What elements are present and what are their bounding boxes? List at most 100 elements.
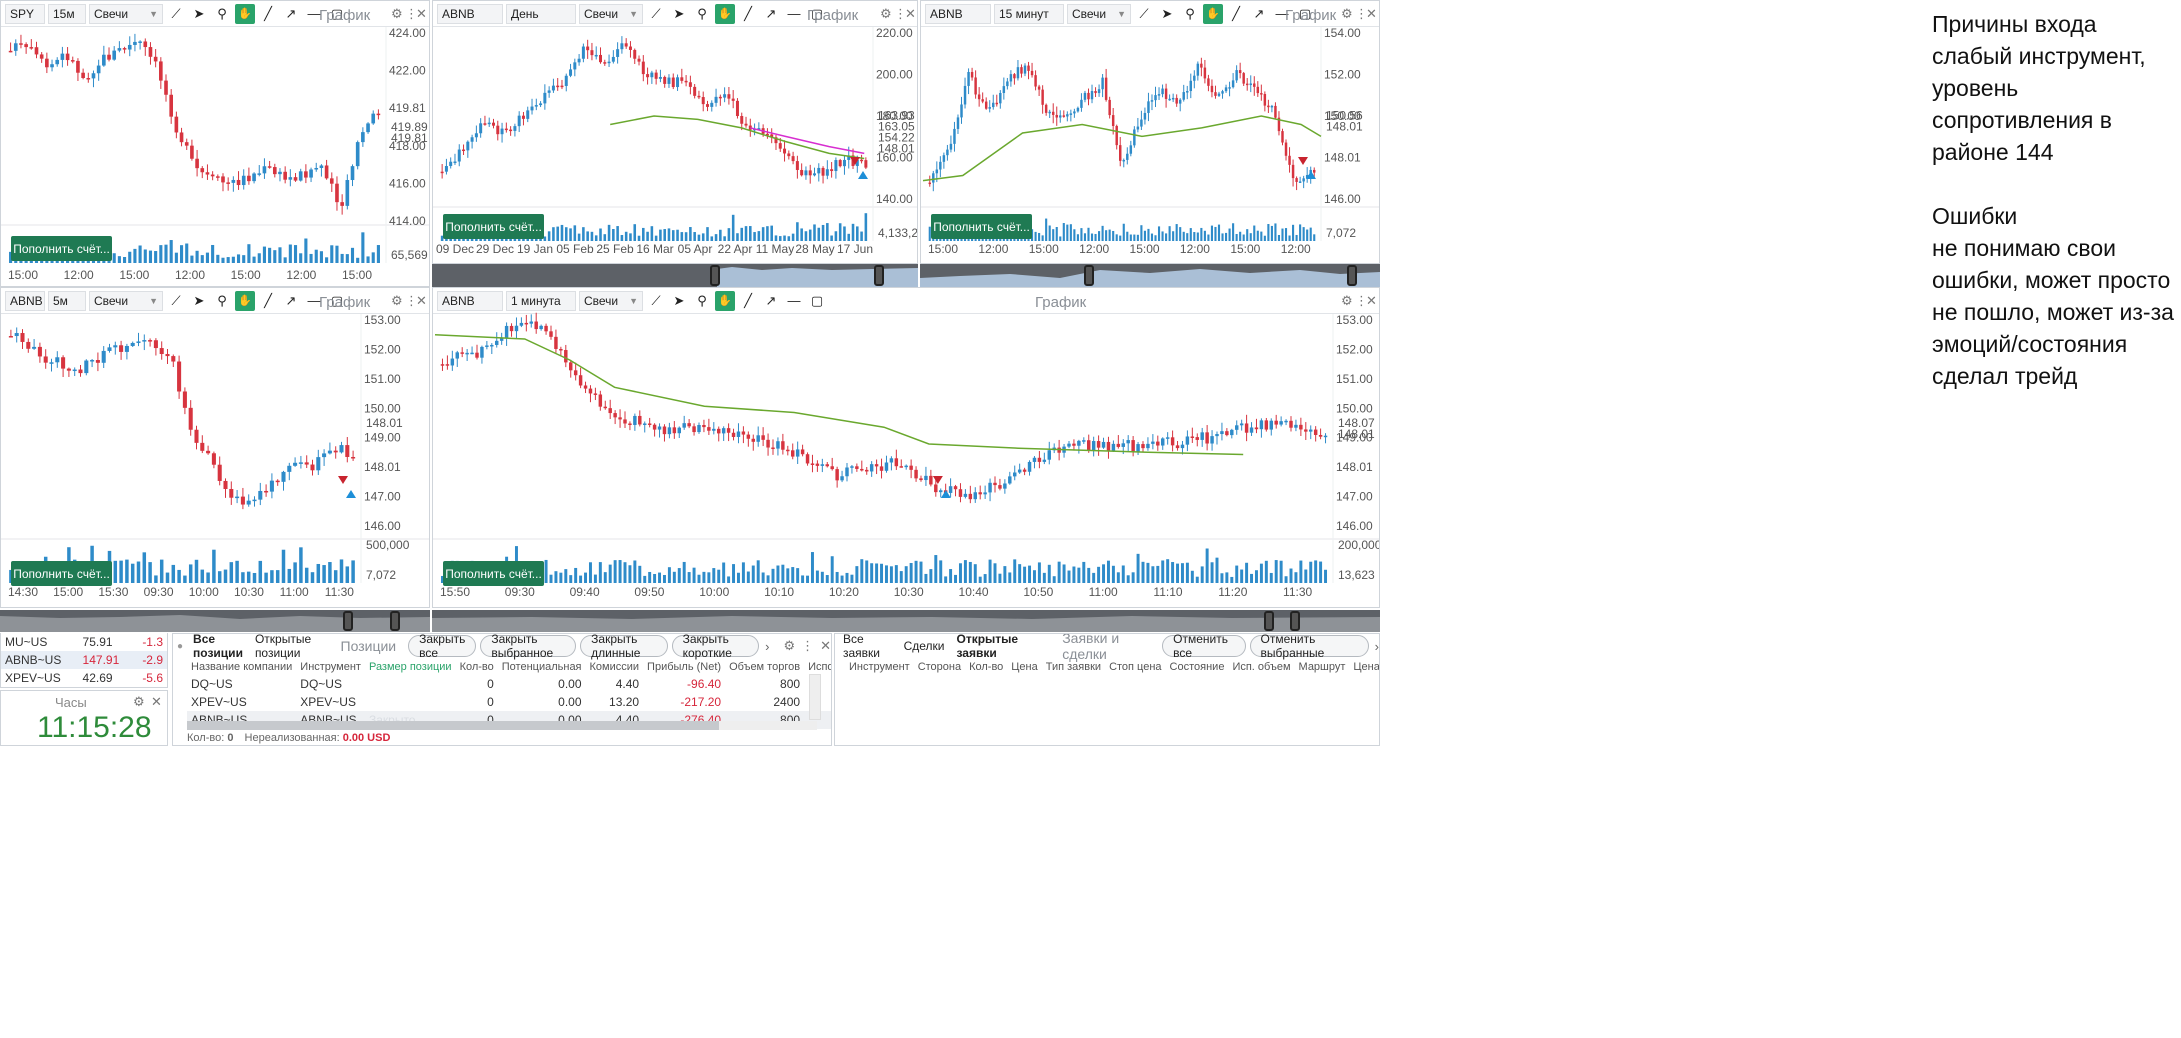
arrow-tool-icon[interactable]: ↗ [285, 292, 297, 308]
price-chart[interactable]: 154.00152.00150.00148.01146.00150.56148.… [921, 1, 1380, 264]
chart-type-select[interactable]: Свечи ▼ [89, 290, 163, 311]
navigator-left-handle[interactable] [1264, 611, 1274, 631]
hand-icon[interactable]: ✋ [235, 290, 255, 311]
zoom-icon[interactable]: ⚲ [697, 292, 707, 308]
tab-all-positions[interactable]: Все позиции [193, 633, 243, 660]
gear-icon[interactable]: ⚙ [1341, 6, 1353, 21]
navigator-left-handle[interactable] [710, 265, 720, 286]
timeframe-select[interactable]: 15м [48, 3, 86, 24]
arrow-tool-icon[interactable]: ↗ [765, 292, 777, 308]
close-short-button[interactable]: Закрыть короткие [671, 634, 760, 660]
chevron-right-icon[interactable]: › [1374, 638, 1379, 654]
arrow-tool-icon[interactable]: ↗ [285, 5, 297, 21]
gear-icon[interactable]: ⚙ [391, 293, 403, 308]
more-icon[interactable]: ⋮ [801, 638, 815, 653]
line-tool-icon[interactable]: ╱ [264, 5, 272, 21]
more-icon[interactable]: ⋮ [1355, 6, 1368, 21]
chart-type-select[interactable]: Свечи ▼ [579, 290, 643, 311]
close-selected-button[interactable]: Закрыть выбранное [480, 634, 577, 660]
line-tool-icon[interactable]: ╱ [264, 292, 272, 308]
hand-icon[interactable]: ✋ [715, 3, 735, 24]
rect-tool-icon[interactable]: ▢ [330, 292, 344, 308]
more-icon[interactable]: ⋮ [405, 6, 418, 21]
cancel-all-button[interactable]: Отменить все [1162, 634, 1246, 660]
indicator-icon[interactable]: ⟋ [651, 5, 661, 21]
hline-tool-icon[interactable]: — [1275, 6, 1289, 21]
tab-open-orders[interactable]: Открытые заявки [956, 633, 1019, 660]
navigator-bar[interactable] [0, 610, 430, 632]
navigator-right-handle[interactable] [874, 265, 884, 286]
scrollbar[interactable] [809, 674, 821, 720]
line-tool-icon[interactable]: ╱ [744, 5, 752, 21]
close-icon[interactable]: ✕ [820, 638, 831, 653]
timeframe-select[interactable]: День [506, 3, 576, 24]
more-icon[interactable]: ⋮ [405, 293, 418, 308]
price-chart[interactable]: 153.00152.00151.00150.00149.00148.01147.… [433, 288, 1380, 608]
chevron-right-icon[interactable]: › [765, 638, 770, 654]
zoom-icon[interactable]: ⚲ [217, 5, 227, 21]
tab-all-orders[interactable]: Все заявки [843, 633, 881, 660]
symbol-select[interactable]: ABNB [925, 3, 991, 24]
hand-icon[interactable]: ✋ [715, 290, 735, 311]
hline-tool-icon[interactable]: — [787, 293, 801, 308]
rect-tool-icon[interactable]: ▢ [330, 5, 344, 21]
h-scrollbar[interactable] [187, 721, 817, 730]
cursor-icon[interactable]: ➤ [673, 292, 685, 308]
close-icon[interactable]: ✕ [905, 6, 916, 21]
hline-tool-icon[interactable]: — [307, 293, 321, 308]
close-long-button[interactable]: Закрыть длинные [580, 634, 668, 660]
navigator-left-handle[interactable] [343, 611, 353, 631]
hand-icon[interactable]: ✋ [1203, 3, 1223, 24]
gear-icon[interactable]: ⚙ [1341, 293, 1353, 308]
timeframe-select[interactable]: 5м [48, 290, 86, 311]
navigator-bar[interactable] [432, 264, 918, 287]
gear-icon[interactable]: ⚙ [133, 694, 145, 709]
close-icon[interactable]: ✕ [1366, 293, 1377, 308]
navigator-right-handle[interactable] [390, 611, 400, 631]
timeframe-select[interactable]: 15 минут [994, 3, 1064, 24]
tab-trades[interactable]: Сделки [903, 639, 945, 653]
indicator-icon[interactable]: ⟋ [651, 292, 661, 308]
close-icon[interactable]: ✕ [1366, 6, 1377, 21]
gear-icon[interactable]: ⚙ [880, 6, 892, 21]
navigator-bar[interactable] [432, 610, 1380, 632]
chart-type-select[interactable]: Свечи ▼ [89, 3, 163, 24]
price-chart[interactable]: 220.00 200.00 180.00 160.00 140.00 163.93163.… [433, 1, 918, 264]
close-all-button[interactable]: Закрыть все [408, 634, 477, 660]
cursor-icon[interactable]: ➤ [1161, 5, 1173, 21]
rect-tool-icon[interactable]: ▢ [810, 292, 824, 308]
cancel-selected-button[interactable]: Отменить выбранные [1249, 634, 1369, 660]
more-icon[interactable]: ⋮ [1355, 293, 1368, 308]
chart-type-select[interactable]: Свечи ▼ [1067, 3, 1131, 24]
chart-type-select[interactable]: Свечи ▼ [579, 3, 643, 24]
close-icon[interactable]: ✕ [151, 694, 162, 709]
gear-icon[interactable]: ⚙ [783, 638, 796, 653]
navigator-right-handle[interactable] [1290, 611, 1300, 631]
deposit-button[interactable]: Пополнить счёт... [11, 236, 112, 261]
hand-icon[interactable]: ✋ [235, 3, 255, 24]
deposit-button[interactable]: Пополнить счёт... [11, 561, 112, 586]
more-icon[interactable]: ⋮ [894, 6, 907, 21]
line-tool-icon[interactable]: ╱ [744, 292, 752, 308]
arrow-tool-icon[interactable]: ↗ [1253, 5, 1265, 21]
hline-tool-icon[interactable]: — [787, 6, 801, 21]
zoom-icon[interactable]: ⚲ [217, 292, 227, 308]
deposit-button[interactable]: Пополнить счёт... [443, 561, 544, 586]
symbol-select[interactable]: SPY [5, 3, 45, 24]
timeframe-select[interactable]: 1 минута [506, 290, 576, 311]
tab-open-positions[interactable]: Открытые позиции [254, 633, 312, 660]
cursor-icon[interactable]: ➤ [193, 5, 205, 21]
price-chart[interactable]: 153.00152.00151.00150.00149.00148.01147.… [1, 288, 430, 608]
deposit-button[interactable]: Пополнить счёт... [443, 214, 544, 239]
close-icon[interactable]: ✕ [416, 6, 427, 21]
indicator-icon[interactable]: ⟋ [171, 292, 181, 308]
line-tool-icon[interactable]: ╱ [1232, 5, 1240, 21]
cursor-icon[interactable]: ➤ [193, 292, 205, 308]
navigator-left-handle[interactable] [1084, 265, 1094, 286]
arrow-tool-icon[interactable]: ↗ [765, 5, 777, 21]
deposit-button[interactable]: Пополнить счёт... [931, 214, 1032, 239]
symbol-select[interactable]: ABNB [437, 290, 503, 311]
indicator-icon[interactable]: ⟋ [171, 5, 181, 21]
cursor-icon[interactable]: ➤ [673, 5, 685, 21]
zoom-icon[interactable]: ⚲ [697, 5, 707, 21]
